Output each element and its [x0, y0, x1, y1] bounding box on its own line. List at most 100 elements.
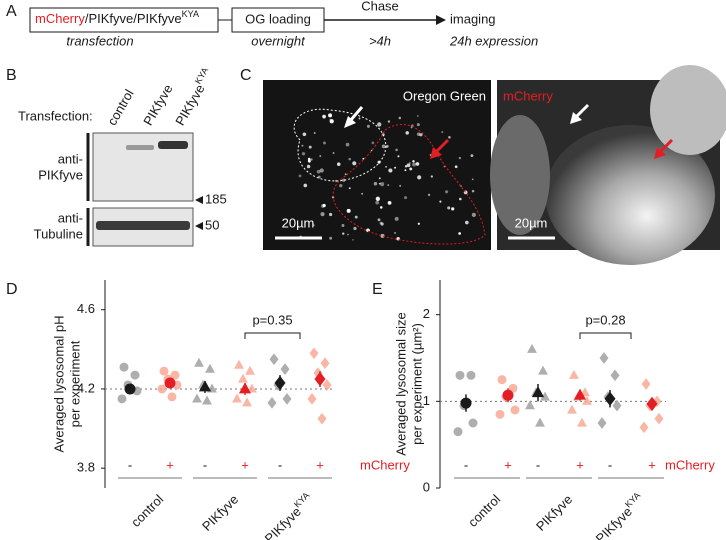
- point: [117, 394, 127, 404]
- point: [497, 375, 507, 385]
- dot: [427, 193, 431, 197]
- dot: [417, 175, 422, 180]
- condition-label: +: [504, 457, 512, 472]
- point: [247, 383, 257, 393]
- point: [205, 363, 215, 373]
- dot: [306, 164, 311, 169]
- lane-label: PIKfyveKYA: [171, 66, 217, 128]
- dot: [307, 159, 311, 163]
- dot: [447, 206, 451, 210]
- dot: [408, 162, 411, 164]
- point: [527, 343, 537, 353]
- dot: [412, 160, 415, 163]
- dot: [385, 166, 387, 168]
- dot: [464, 220, 469, 225]
- dot: [329, 236, 333, 240]
- point: [453, 427, 463, 437]
- size-marker: 185: [205, 191, 227, 206]
- dot: [451, 207, 455, 211]
- condition-label: -: [608, 457, 612, 472]
- point: [202, 395, 212, 405]
- arrow: [658, 138, 674, 154]
- annotation: p=0.28: [585, 312, 625, 327]
- dot: [377, 218, 381, 222]
- dot: [387, 184, 390, 187]
- dot: [397, 155, 400, 158]
- dot: [377, 122, 382, 127]
- y-axis-label: Averaged lysosomal pH: [51, 315, 66, 452]
- dot: [417, 222, 420, 225]
- point: [604, 391, 616, 406]
- dot: [329, 118, 332, 121]
- point: [307, 393, 317, 405]
- dot: [358, 117, 361, 120]
- point: [238, 382, 252, 394]
- point: [582, 395, 592, 405]
- point: [124, 383, 136, 395]
- point: [535, 417, 545, 427]
- dot: [415, 162, 420, 166]
- dot: [471, 189, 475, 193]
- lane-text: PIKfyve: [141, 82, 176, 128]
- point: [232, 393, 242, 403]
- dot: [471, 212, 476, 217]
- condition-label: -: [128, 457, 132, 472]
- panel-label: B: [6, 67, 17, 84]
- dot: [328, 113, 333, 118]
- point: [569, 369, 579, 379]
- dot: [404, 165, 408, 168]
- dot: [394, 216, 399, 221]
- arrow-head: [570, 112, 582, 124]
- group-text: control: [465, 492, 503, 530]
- band: [96, 221, 190, 230]
- dot: [404, 169, 407, 172]
- dot: [380, 182, 385, 187]
- point: [460, 397, 472, 409]
- group-label: PIKfyveKYA: [261, 490, 317, 540]
- y-axis-label: per experiment (µm²): [409, 323, 424, 445]
- y-tick-label: 4.2: [77, 380, 95, 395]
- dot: [439, 200, 442, 203]
- group-superscript: KYA: [292, 490, 311, 509]
- marker-arrow: [195, 222, 203, 230]
- dot: [394, 231, 396, 234]
- panel-label: D: [6, 281, 18, 298]
- dot: [430, 175, 433, 178]
- dot: [412, 162, 417, 167]
- chase-label: Chase: [361, 0, 399, 13]
- group-text: PIKfyve: [533, 492, 575, 534]
- point: [119, 362, 129, 372]
- y-tick-label: 4.6: [77, 301, 95, 316]
- point: [274, 375, 286, 391]
- dot: [370, 149, 373, 152]
- channel-label: mCherry: [503, 88, 553, 103]
- panel-label: C: [240, 67, 252, 84]
- arrow-head: [436, 15, 446, 25]
- condition-label: -: [278, 457, 282, 472]
- dot: [379, 206, 383, 209]
- construct-label: mCherry/PIKfyve/PIKfyveKYA: [35, 9, 199, 26]
- caption: transfection: [66, 33, 133, 48]
- point: [198, 380, 212, 392]
- point: [313, 367, 323, 379]
- lane-label: PIKfyve: [141, 82, 176, 128]
- dot: [448, 136, 451, 139]
- dot: [319, 168, 324, 173]
- dot: [341, 224, 345, 227]
- dot: [320, 212, 325, 217]
- caption: 24h expression: [449, 33, 538, 48]
- point: [267, 396, 277, 409]
- significance-bracket: [579, 332, 632, 339]
- point: [167, 392, 177, 402]
- point: [610, 369, 620, 382]
- point: [641, 378, 651, 390]
- dot: [323, 141, 326, 145]
- point: [234, 359, 244, 369]
- dot: [459, 197, 462, 201]
- cell: [545, 125, 715, 265]
- point: [468, 418, 478, 428]
- dot: [301, 152, 306, 156]
- group-label: control: [465, 492, 503, 530]
- arrow-head: [430, 147, 442, 159]
- construct-superscript: KYA: [182, 9, 199, 19]
